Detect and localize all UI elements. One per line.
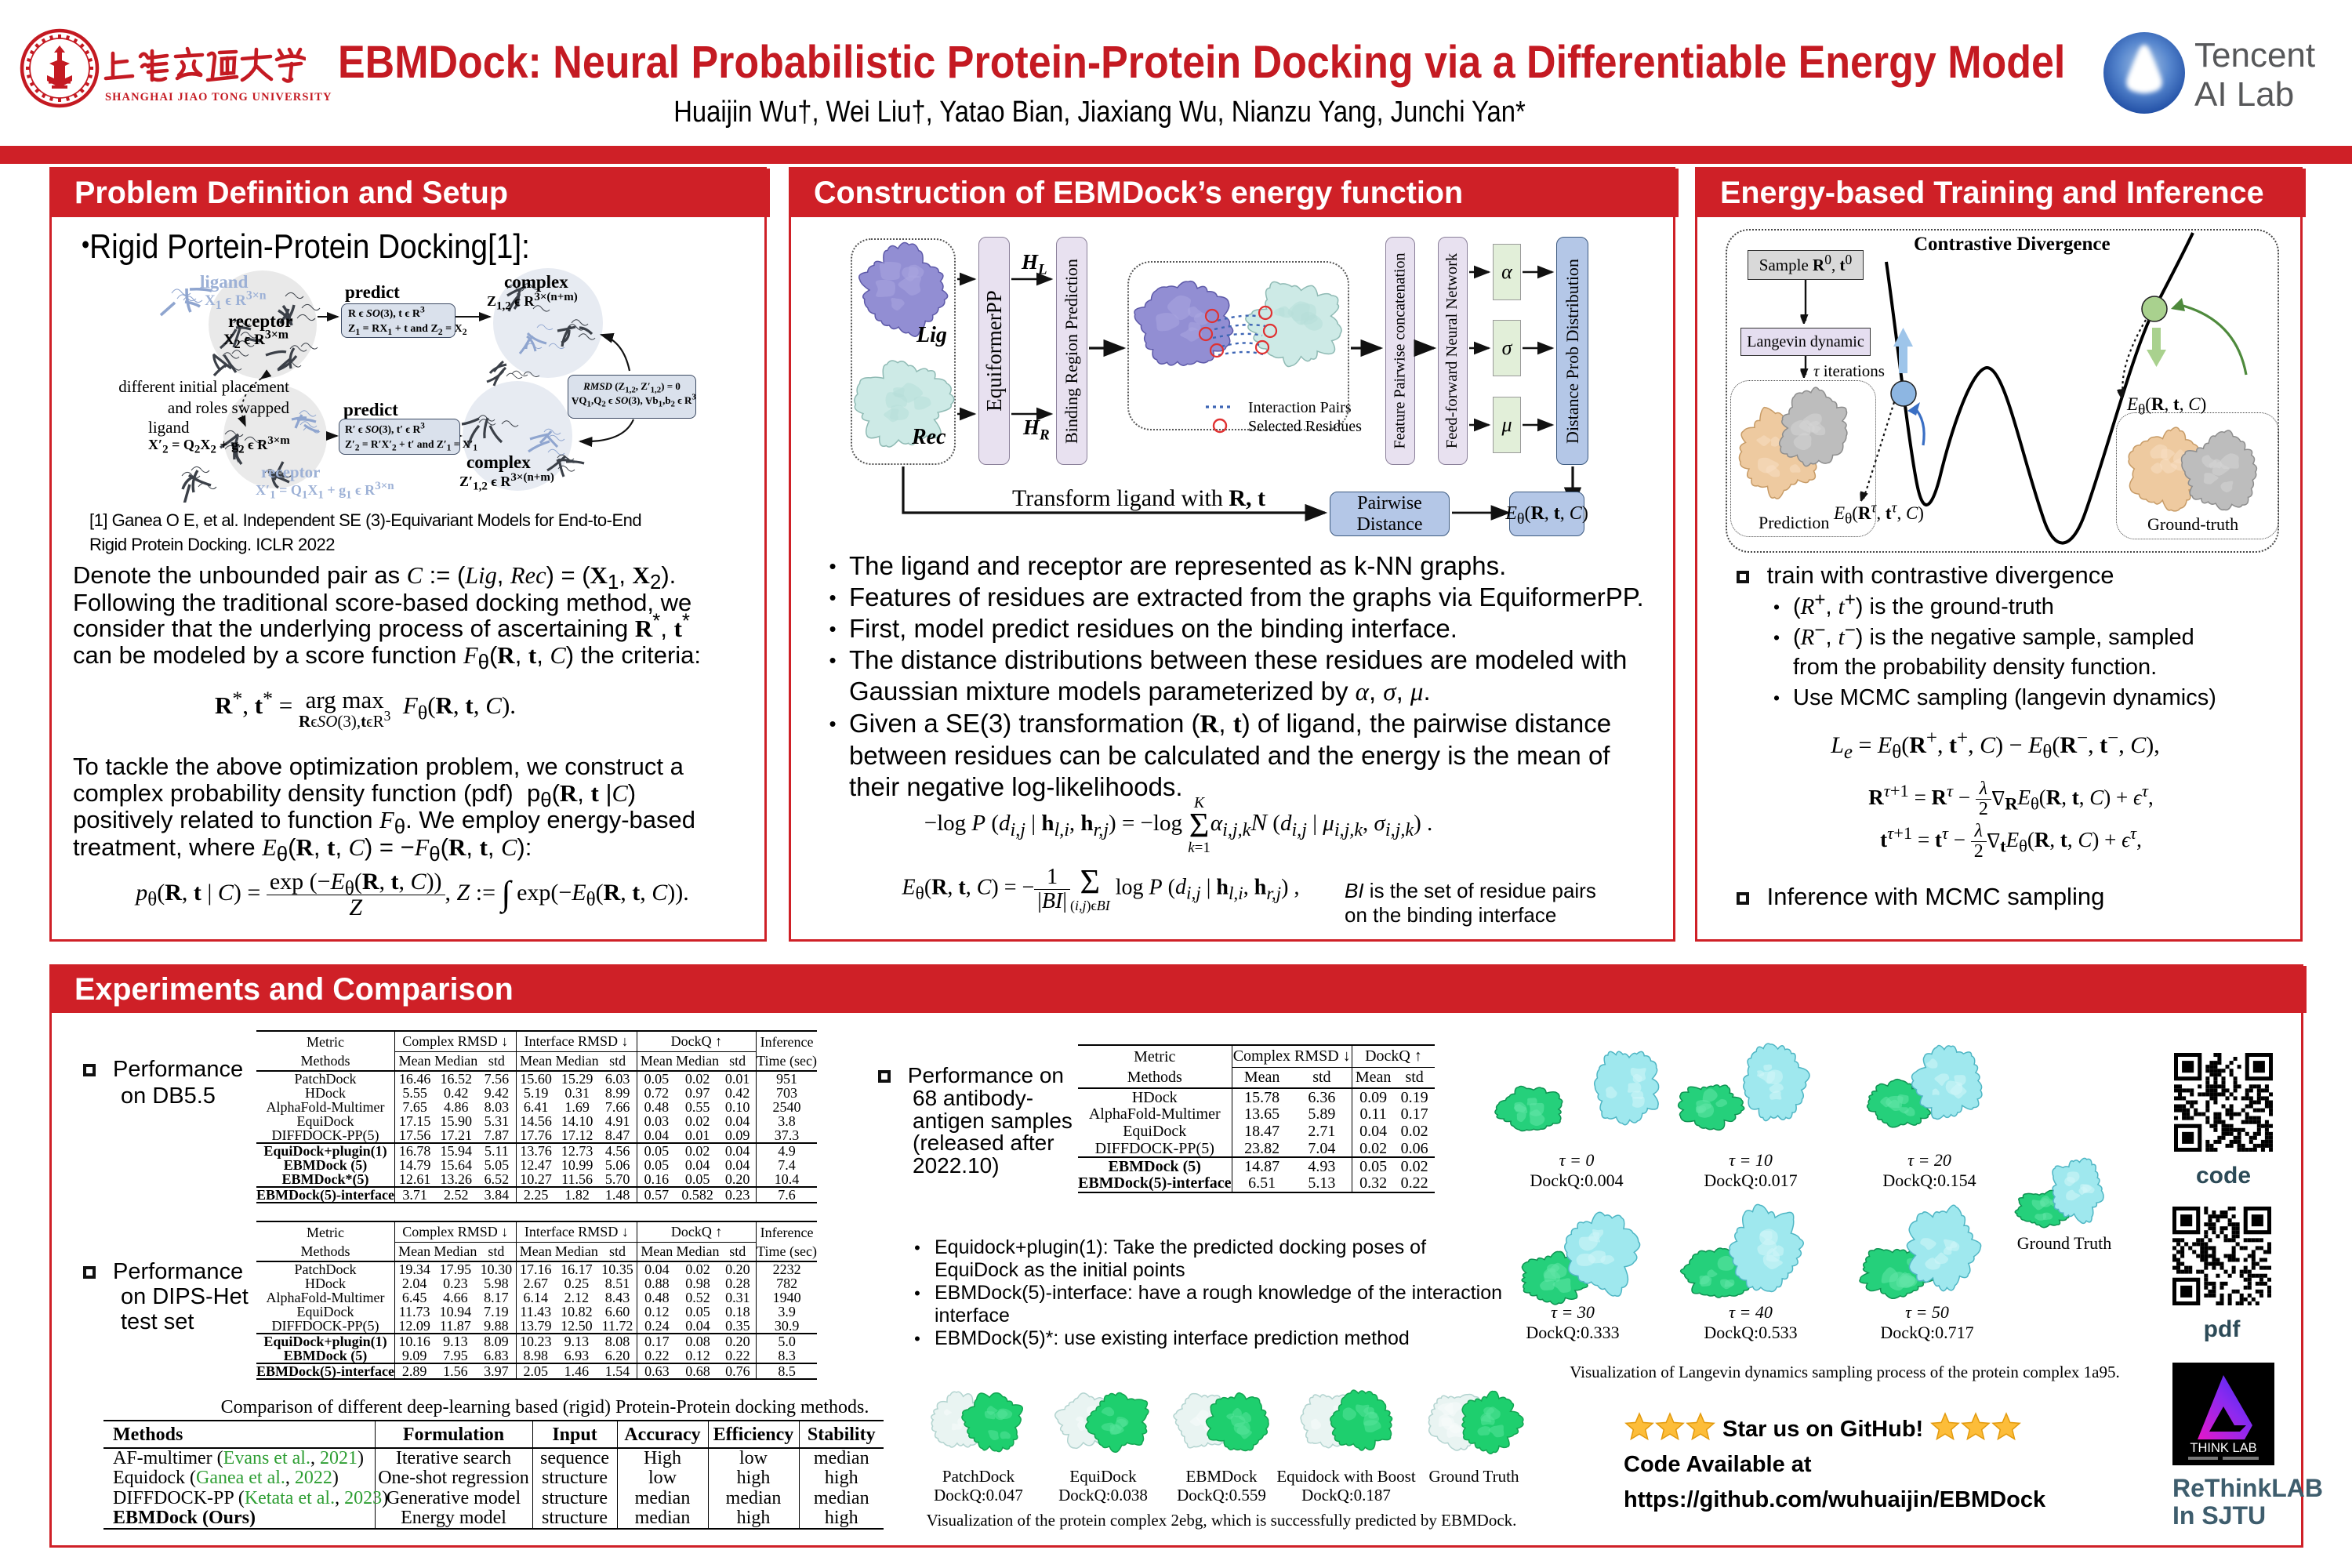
svg-text:THINK LAB: THINK LAB (2190, 1441, 2256, 1455)
